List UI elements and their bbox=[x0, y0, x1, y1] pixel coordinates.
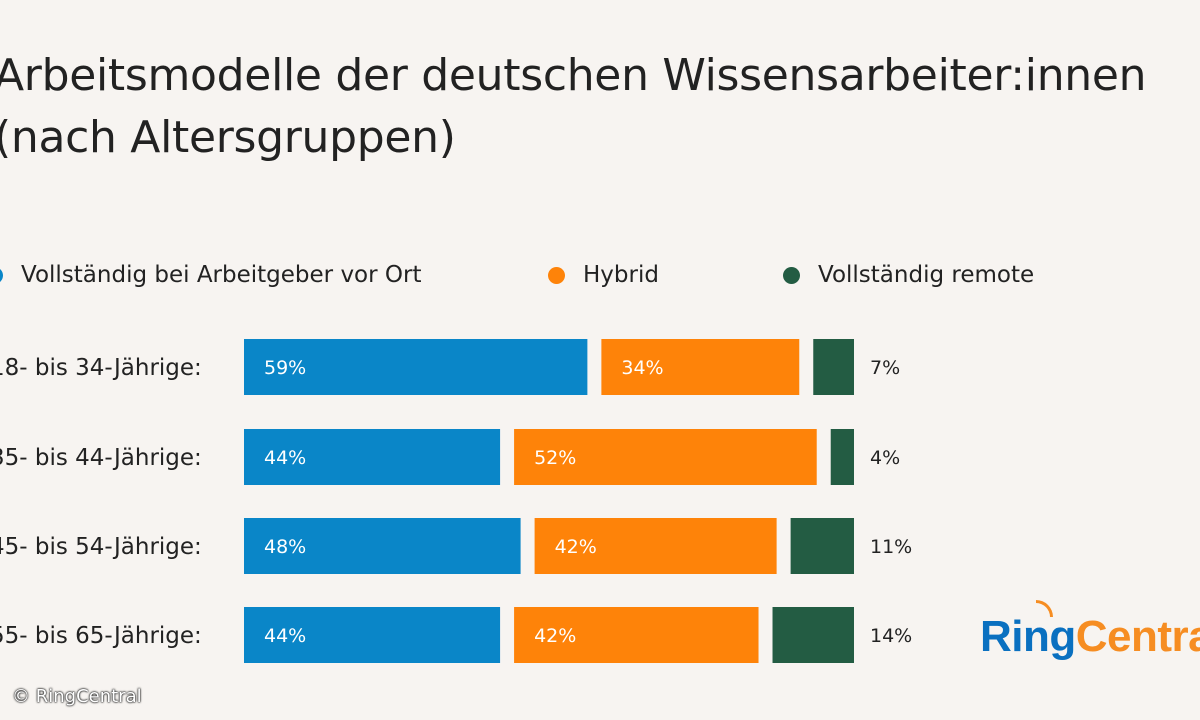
legend-label-hybrid: Hybrid bbox=[583, 262, 659, 288]
legend-label-remote: Vollständig remote bbox=[818, 262, 1035, 288]
legend-dot-hybrid-icon bbox=[548, 266, 565, 284]
bar-remote-1 bbox=[830, 429, 854, 485]
value-label-remote-3: 14% bbox=[870, 625, 912, 647]
legend-dot-onsite-icon bbox=[0, 266, 3, 284]
value-label-remote-2: 11% bbox=[870, 536, 912, 558]
bar-onsite-1 bbox=[244, 429, 501, 485]
legend-item-remote: Vollständig remote bbox=[783, 262, 1034, 288]
value-label-onsite-3: 44% bbox=[264, 625, 306, 647]
logo-ring-text: Ring bbox=[980, 600, 1076, 661]
bar-remote-0 bbox=[813, 339, 854, 395]
legend-label-onsite: Vollständig bei Arbeitgeber vor Ort bbox=[21, 262, 422, 288]
value-label-hybrid-0: 34% bbox=[621, 357, 663, 379]
ringcentral-logo: RingCentral bbox=[980, 600, 1200, 662]
value-label-onsite-1: 44% bbox=[264, 447, 306, 469]
bar-hybrid-2 bbox=[534, 518, 777, 574]
bar-remote-3 bbox=[772, 607, 854, 663]
value-label-hybrid-1: 52% bbox=[534, 447, 576, 469]
bar-onsite-2 bbox=[244, 518, 521, 574]
value-label-remote-1: 4% bbox=[870, 447, 900, 469]
bar-onsite-0 bbox=[244, 339, 588, 395]
category-label-1: 35- bis 44-Jährige: bbox=[0, 445, 202, 471]
category-label-3: 55- bis 65-Jährige: bbox=[0, 623, 202, 649]
bar-hybrid-1 bbox=[514, 429, 817, 485]
value-label-hybrid-3: 42% bbox=[534, 625, 576, 647]
chart-title-line-1: Arbeitsmodelle der deutschen Wissensarbe… bbox=[0, 50, 1147, 101]
bar-hybrid-0 bbox=[601, 339, 800, 395]
bar-onsite-3 bbox=[244, 607, 501, 663]
value-label-onsite-2: 48% bbox=[264, 536, 306, 558]
category-label-0: 18- bis 34-Jährige: bbox=[0, 355, 202, 381]
value-label-onsite-0: 59% bbox=[264, 357, 306, 379]
bar-remote-2 bbox=[790, 518, 854, 574]
bar-hybrid-3 bbox=[514, 607, 759, 663]
chart-title-line-2: (nach Altersgruppen) bbox=[0, 112, 456, 163]
logo-central-text: Central bbox=[1075, 612, 1200, 661]
value-label-hybrid-2: 42% bbox=[555, 536, 597, 558]
value-label-remote-0: 7% bbox=[870, 357, 900, 379]
copyright-notice: © RingCentral bbox=[12, 686, 142, 707]
category-label-2: 45- bis 54-Jährige: bbox=[0, 534, 202, 560]
legend-item-onsite: Vollständig bei Arbeitgeber vor Ort bbox=[0, 262, 421, 288]
legend-item-hybrid: Hybrid bbox=[548, 262, 659, 288]
legend-dot-remote-icon bbox=[783, 266, 800, 284]
